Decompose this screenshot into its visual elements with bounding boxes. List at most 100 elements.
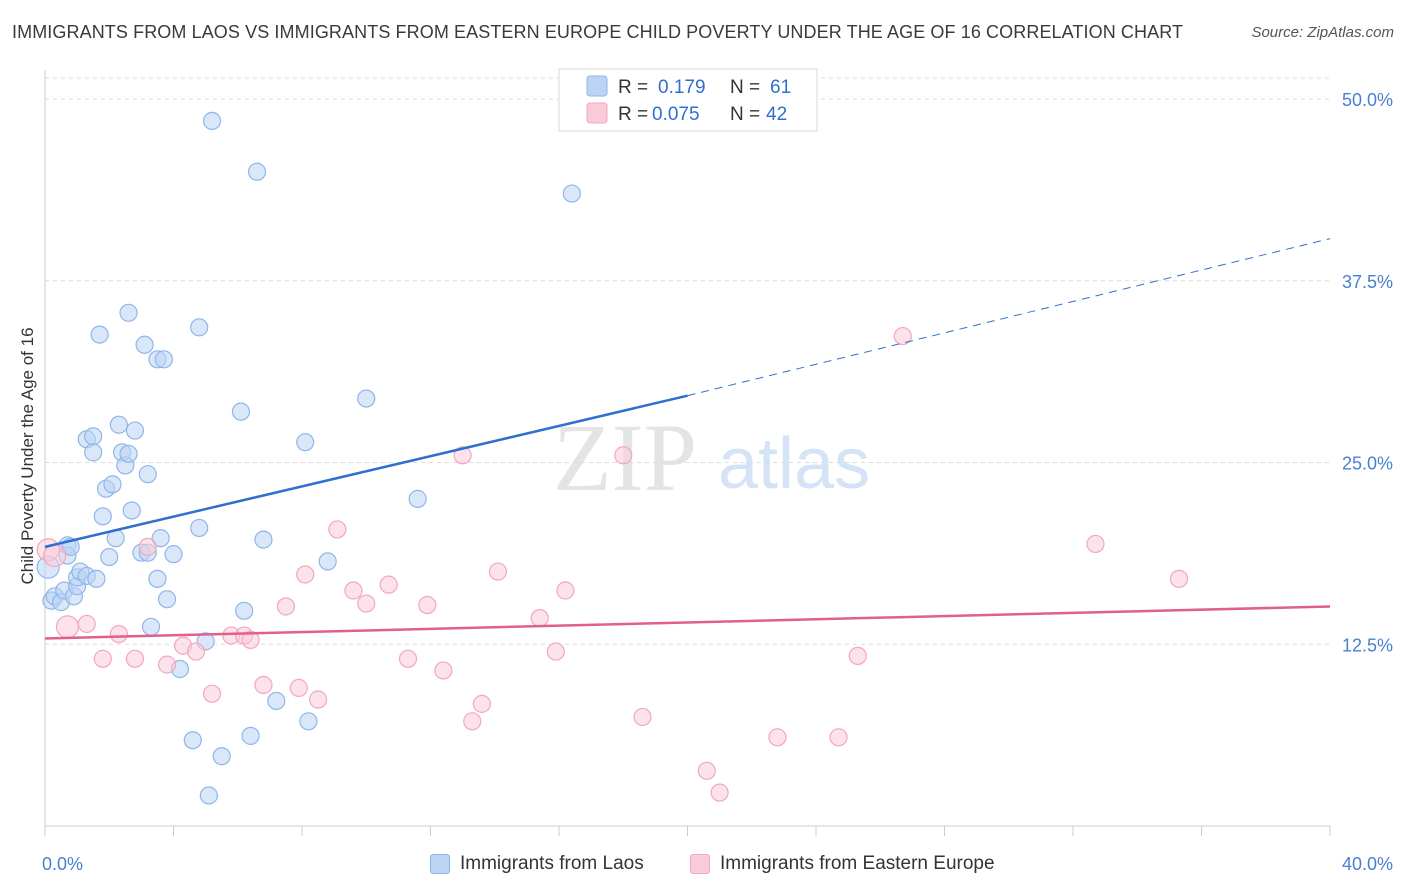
laos-point	[267, 691, 286, 711]
legend-n-label-laos: N =	[730, 77, 760, 98]
laos-point	[190, 518, 209, 538]
bottom-legend-swatch-eastern-europe	[690, 854, 710, 874]
eastern-europe-point	[344, 581, 363, 600]
x-axis-ticks	[44, 826, 1331, 836]
eastern-europe-point	[296, 565, 315, 584]
eastern-europe-point	[186, 642, 206, 661]
eastern-europe-point	[697, 761, 716, 780]
bottom-legend-swatch-laos	[430, 854, 450, 874]
laos-point	[254, 530, 273, 549]
eastern-europe-point	[1169, 569, 1189, 588]
laos-point	[164, 545, 183, 564]
eastern-europe-point	[398, 649, 418, 668]
eastern-europe-point	[308, 690, 328, 709]
eastern-europe-point	[530, 608, 549, 628]
legend-n-label-eastern-europe: N =	[730, 104, 760, 125]
legend-r-label-laos: R =	[618, 77, 648, 98]
legend-swatch-eastern-europe	[586, 102, 608, 124]
eastern-europe-point	[453, 446, 472, 465]
eastern-europe-point	[77, 614, 96, 634]
laos-point	[157, 590, 177, 609]
laos-point	[247, 162, 267, 181]
eastern-europe-point	[93, 649, 112, 668]
eastern-europe-point	[418, 595, 437, 615]
y-tick-label: 37.5%	[1342, 272, 1393, 292]
eastern-europe-point	[710, 783, 729, 802]
laos-point	[202, 111, 222, 130]
bottom-legend-laos: Immigrants from Laos	[430, 851, 644, 877]
laos-point	[151, 529, 170, 548]
x-axis-tick-labels: 0.0% 40.0%	[42, 854, 1393, 874]
eastern-europe-point	[488, 562, 508, 581]
watermark-atlas: atlas	[718, 424, 870, 504]
eastern-europe-point	[633, 707, 652, 727]
chart-source: Source: ZipAtlas.com	[1251, 24, 1394, 41]
laos-point	[154, 350, 173, 369]
eastern-europe-point	[434, 661, 453, 680]
eastern-europe-point	[276, 597, 296, 616]
eastern-europe-point	[157, 655, 177, 674]
eastern-europe-point	[463, 712, 482, 731]
laos-point	[135, 335, 154, 354]
y-axis-label: Child Poverty Under the Age of 16	[18, 327, 37, 584]
laos-point	[103, 475, 122, 494]
bottom-legend-label-laos: Immigrants from Laos	[460, 853, 644, 874]
legend-n-value-laos: 61	[770, 77, 791, 98]
eastern-europe-point	[556, 581, 575, 600]
laos-point	[119, 303, 138, 322]
eastern-europe-point	[379, 575, 398, 594]
laos-point	[212, 747, 231, 766]
laos-point	[357, 389, 376, 408]
legend-r-value-eastern-europe: 0.075	[652, 104, 700, 125]
bottom-legend-label-eastern-europe: Immigrants from Eastern Europe	[720, 853, 995, 874]
eastern-europe-point	[1086, 534, 1105, 554]
eastern-europe-point	[768, 728, 787, 747]
laos-point	[93, 507, 112, 526]
series-laos-points	[36, 111, 581, 805]
laos-point	[84, 443, 103, 462]
laos-point	[90, 325, 109, 344]
eastern-europe-point	[109, 624, 128, 644]
eastern-europe-point	[472, 694, 491, 713]
x-tick-label: 40.0%	[1342, 854, 1393, 874]
eastern-europe-point	[43, 543, 67, 568]
eastern-europe-point	[614, 446, 633, 465]
y-axis-tick-labels: 12.5% 25.0% 37.5% 50.0%	[1342, 90, 1393, 655]
eastern-europe-point	[848, 646, 867, 666]
laos-point	[562, 184, 581, 203]
legend-r-label-eastern-europe: R =	[618, 104, 648, 125]
eastern-europe-trend-line	[44, 605, 1331, 640]
eastern-europe-point	[254, 675, 273, 695]
laos-point	[141, 617, 161, 636]
laos-point	[138, 465, 157, 484]
trend-lines	[44, 238, 1331, 640]
laos-point	[148, 569, 167, 588]
laos-point	[231, 402, 251, 421]
chart-title: IMMIGRANTS FROM LAOS VS IMMIGRANTS FROM …	[12, 22, 1184, 42]
laos-point	[84, 427, 103, 446]
laos-point	[318, 552, 337, 571]
laos-point	[100, 547, 119, 567]
laos-point	[125, 421, 145, 440]
laos-point	[296, 433, 315, 452]
grid-lines	[45, 77, 1330, 645]
series-eastern-europe-points	[36, 326, 1189, 802]
laos-point	[299, 712, 318, 731]
laos-point	[119, 444, 138, 463]
laos-point	[190, 318, 209, 337]
y-tick-label: 25.0%	[1342, 454, 1393, 474]
laos-point	[199, 786, 218, 805]
eastern-europe-point	[289, 678, 308, 697]
eastern-europe-point	[328, 520, 347, 539]
legend-n-value-eastern-europe: 42	[766, 104, 787, 125]
laos-point	[408, 489, 427, 508]
y-tick-label: 50.0%	[1342, 90, 1393, 110]
laos-trend-line-extension	[687, 238, 1331, 397]
laos-point	[235, 601, 254, 620]
laos-point	[87, 569, 106, 588]
eastern-europe-point	[546, 642, 565, 661]
eastern-europe-point	[829, 728, 848, 747]
y-tick-label: 12.5%	[1342, 635, 1393, 655]
laos-trend-line	[44, 394, 688, 549]
